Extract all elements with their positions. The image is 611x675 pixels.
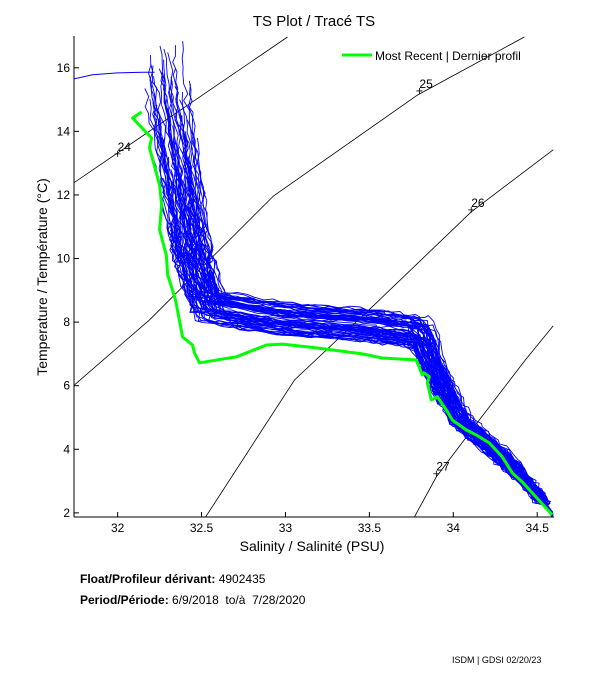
x-tick-label: 32.5 — [190, 521, 214, 535]
float-info: Float/Profileur dérivant: 4902435 — [80, 572, 265, 586]
period-value: 6/9/2018 to/à 7/28/2020 — [172, 593, 306, 607]
profile-line — [169, 230, 553, 515]
profile-line — [184, 188, 553, 516]
density-contour-27 — [414, 325, 554, 517]
float-label: Float/Profileur dérivant: — [80, 572, 216, 586]
profile-line — [172, 125, 553, 513]
contour-label-marker — [433, 470, 440, 477]
contour-label-24: 24 — [118, 140, 132, 154]
profile-line — [162, 177, 554, 515]
profile-line — [182, 218, 552, 513]
y-tick-label: 2 — [63, 506, 70, 520]
contour-label-marker — [416, 87, 423, 94]
x-tick-label: 32 — [111, 521, 125, 535]
profile-line — [187, 220, 554, 514]
most-recent-profile-group — [131, 110, 554, 516]
contour-label-marker — [114, 150, 121, 157]
y-tick-label: 8 — [63, 315, 70, 329]
density-contour-24 — [74, 36, 288, 184]
x-axis-label: Salinity / Salinité (PSU) — [240, 538, 385, 554]
profile-line — [74, 71, 155, 80]
profile-line — [184, 205, 552, 513]
profile-line — [167, 52, 554, 513]
profile-line — [159, 178, 553, 515]
x-tick-label: 34 — [447, 521, 461, 535]
historical-profiles — [74, 41, 554, 517]
profile-line — [171, 171, 553, 516]
credit-text: ISDM | GDSI 02/20/23 — [452, 655, 542, 665]
y-tick-label: 14 — [57, 124, 71, 138]
x-ticks: 32 32.5 33 33.5 34 34.5 — [111, 512, 549, 535]
most-recent-profile — [131, 110, 554, 516]
profile-line — [202, 224, 553, 516]
profile-line — [152, 102, 553, 515]
contour-label-25: 25 — [419, 77, 433, 91]
y-tick-label: 12 — [57, 188, 71, 202]
chart-title: TS Plot / Tracé TS — [253, 13, 375, 30]
contour-label-27: 27 — [436, 460, 450, 474]
contour-labels: 24 25 26 27 — [114, 77, 485, 477]
legend-label-most-recent: Most Recent | Dernier profil — [375, 49, 521, 63]
profile-line — [170, 226, 553, 515]
x-tick-label: 33 — [279, 521, 293, 535]
profile-line — [150, 82, 552, 514]
y-tick-label: 10 — [57, 252, 71, 266]
profile-line — [168, 219, 554, 517]
y-tick-label: 6 — [63, 379, 70, 393]
profile-line — [149, 98, 553, 515]
period-info: Period/Période: 6/9/2018 to/à 7/28/2020 — [80, 593, 305, 607]
y-tick-label: 4 — [63, 442, 70, 456]
contour-label-marker — [468, 206, 475, 213]
x-tick-label: 34.5 — [526, 521, 550, 535]
y-axis-label: Temperature / Température (°C) — [34, 178, 50, 376]
density-contour-26 — [205, 149, 554, 517]
contour-label-26: 26 — [471, 196, 485, 210]
y-tick-label: 16 — [57, 61, 71, 75]
legend: Most Recent | Dernier profil — [342, 49, 521, 63]
profile-line — [167, 225, 553, 514]
float-value: 4902435 — [218, 572, 266, 586]
density-contour-25 — [74, 36, 525, 386]
profile-line — [181, 91, 554, 515]
x-tick-label: 33.5 — [358, 521, 382, 535]
axes — [73, 36, 554, 518]
period-label: Period/Période: — [80, 593, 169, 607]
y-ticks: 2 4 6 8 10 12 14 16 — [57, 61, 79, 520]
profile-line — [173, 222, 553, 517]
density-contours — [74, 36, 554, 517]
